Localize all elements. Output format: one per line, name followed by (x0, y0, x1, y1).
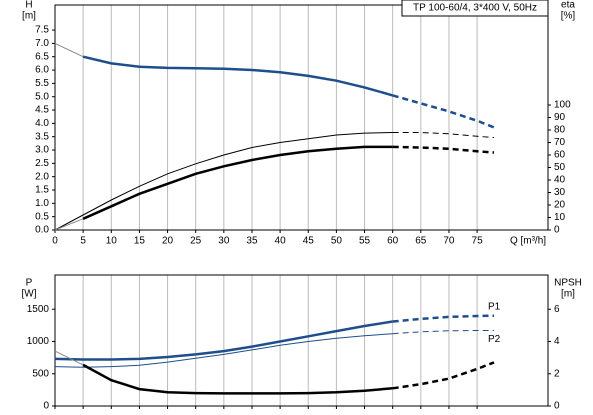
curve (392, 330, 494, 335)
x-tick-label: 75 (472, 236, 484, 247)
y2-axis-label: NPSH (554, 278, 582, 289)
curve (392, 94, 495, 129)
y-tick-label: 1000 (27, 336, 50, 347)
y-tick-label: 6.0 (35, 65, 49, 76)
x-tick-label: 65 (415, 236, 427, 247)
y2-tick-label: 6 (554, 304, 560, 315)
x-tick-label: 30 (218, 236, 230, 247)
y-tick-label: 1.5 (35, 185, 49, 196)
plot-frame (54, 274, 549, 407)
x-tick-label: 25 (190, 236, 202, 247)
curve (392, 145, 495, 154)
y2-tick-label: 2 (554, 368, 560, 379)
x-tick-label: 45 (303, 236, 315, 247)
curve (54, 333, 393, 368)
y-tick-label: 4.5 (35, 105, 49, 116)
y-tick-label: 2.0 (35, 171, 49, 182)
y-tick-label: 500 (32, 368, 49, 379)
x-tick-label: 0 (52, 236, 58, 247)
y-tick-label: 7.5 (35, 25, 49, 36)
y2-tick-label: 30 (554, 187, 566, 198)
y2-tick-label: 80 (554, 125, 566, 136)
curve (54, 42, 84, 58)
plot-frame (54, 4, 549, 231)
y-tick-label: 1.0 (35, 198, 49, 209)
y2-axis-label: eta (561, 0, 575, 11)
chart-title: TP 100-60/4, 3*400 V, 50Hz (413, 3, 537, 14)
x-tick-label: 15 (134, 236, 146, 247)
curve (392, 361, 495, 390)
y-tick-label: 3.5 (35, 131, 49, 142)
y-tick-label: 4.0 (35, 118, 49, 129)
y-tick-label: 0 (43, 401, 49, 412)
curve (82, 55, 394, 97)
x-tick-label: 40 (275, 236, 287, 247)
curve (54, 218, 84, 231)
curve-label: P1 (488, 301, 501, 312)
x-tick-label: 55 (359, 236, 371, 247)
curve-label: P2 (488, 334, 501, 345)
curve (54, 132, 393, 231)
y2-axis-label: [%] (561, 11, 576, 22)
title-box (401, 0, 549, 17)
y-tick-label: 7.0 (35, 38, 49, 49)
y2-tick-label: 4 (554, 336, 560, 347)
y-tick-label: 5.5 (35, 78, 49, 89)
curve (392, 314, 495, 323)
y-axis-label: [W] (22, 289, 37, 300)
y-tick-label: 0.0 (35, 225, 49, 236)
y-tick-label: 1500 (27, 304, 50, 315)
x-tick-label: 35 (246, 236, 258, 247)
y2-tick-label: 20 (554, 200, 566, 211)
y-axis-label: H (25, 0, 32, 11)
curve (54, 320, 393, 361)
curve (54, 350, 84, 366)
y-axis-label: [m] (22, 11, 36, 22)
x-tick-label: 60 (387, 236, 399, 247)
y2-axis-label: [m] (561, 289, 575, 300)
y-axis-label: P (26, 278, 33, 289)
x-tick-label: 5 (80, 236, 86, 247)
y2-tick-label: 0 (554, 401, 560, 412)
curve (82, 363, 393, 395)
x-tick-label: 70 (443, 236, 455, 247)
y2-tick-label: 70 (554, 137, 566, 148)
curve (392, 132, 495, 138)
x-tick-label: 50 (331, 236, 343, 247)
y-tick-label: 0.5 (35, 211, 49, 222)
y2-tick-label: 40 (554, 175, 566, 186)
y2-tick-label: 10 (554, 212, 566, 223)
y2-tick-label: 60 (554, 150, 566, 161)
y-tick-label: 3.0 (35, 145, 49, 156)
y-tick-label: 5.0 (35, 91, 49, 102)
y-tick-label: 2.5 (35, 158, 49, 169)
x-tick-label: 10 (106, 236, 118, 247)
y2-tick-label: 100 (554, 100, 571, 111)
x-tick-label: 20 (162, 236, 174, 247)
y2-tick-label: 0 (554, 225, 560, 236)
y2-tick-label: 50 (554, 162, 566, 173)
x-axis-label: Q [m³/h] (510, 236, 546, 247)
y2-tick-label: 90 (554, 112, 566, 123)
y-tick-label: 6.5 (35, 51, 49, 62)
curve (82, 145, 393, 220)
